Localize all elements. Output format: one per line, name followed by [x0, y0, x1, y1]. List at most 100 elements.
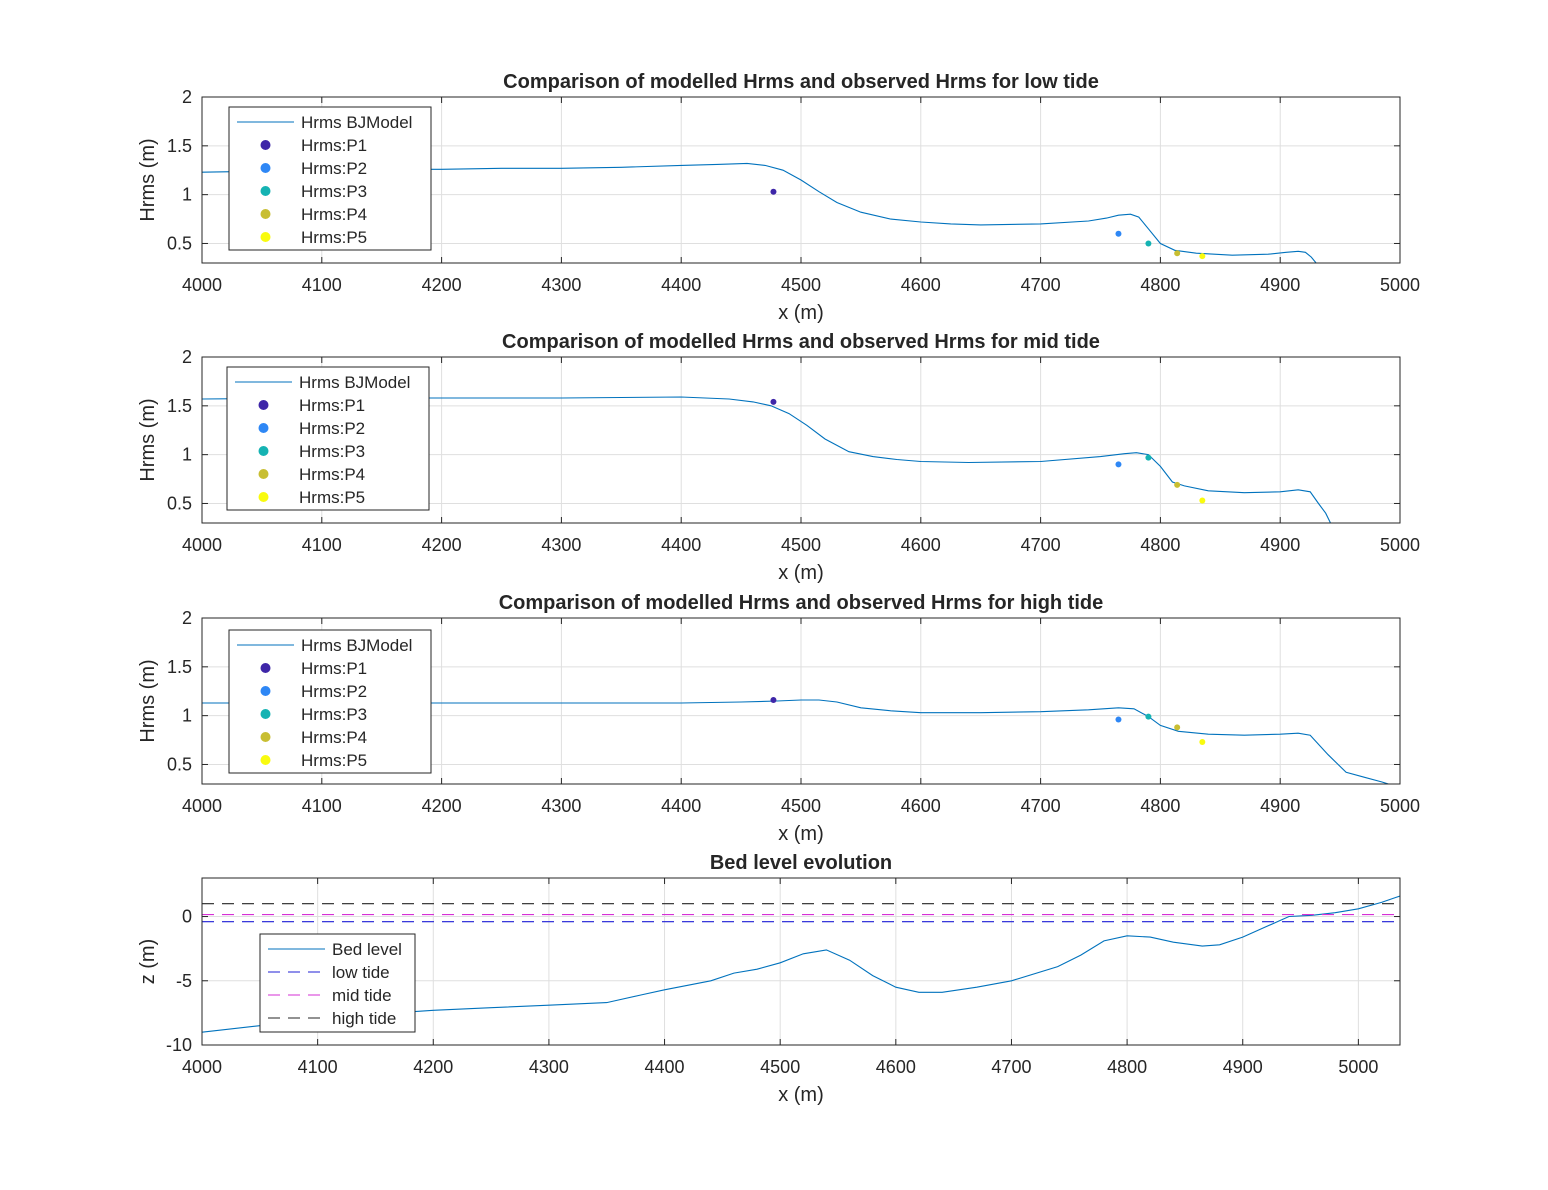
legend-label: Hrms:P3	[301, 182, 367, 201]
x-tick-label: 4700	[991, 1057, 1031, 1077]
legend-label: Hrms:P2	[301, 159, 367, 178]
legend-label: mid tide	[332, 986, 392, 1005]
x-tick-label: 4300	[541, 796, 581, 816]
chart-title: Comparison of modelled Hrms and observed…	[502, 331, 1100, 353]
x-tick-label: 5000	[1380, 796, 1420, 816]
series-line-hrms-bjmodel	[202, 699, 1391, 784]
x-tick-label: 4200	[422, 535, 462, 555]
x-tick-label: 4700	[1021, 535, 1061, 555]
legend-label: Hrms:P5	[299, 488, 365, 507]
x-tick-label: 5000	[1380, 535, 1420, 555]
x-tick-label: 4300	[529, 1057, 569, 1077]
data-point-hrms-p2	[1115, 716, 1122, 723]
legend-marker	[258, 469, 269, 479]
x-tick-label: 4600	[901, 535, 941, 555]
x-axis-label: x (m)	[778, 823, 824, 845]
x-tick-label: 4200	[413, 1057, 453, 1077]
data-point-hrms-p5	[1199, 497, 1206, 504]
x-tick-label: 4400	[661, 535, 701, 555]
x-tick-label: 4600	[876, 1057, 916, 1077]
x-tick-label: 4900	[1260, 796, 1300, 816]
data-point-hrms-p1	[770, 398, 777, 405]
x-tick-label: 4500	[781, 535, 821, 555]
y-axis-label: Hrms (m)	[137, 138, 159, 221]
x-tick-label: 4900	[1223, 1057, 1263, 1077]
legend-marker	[260, 186, 271, 196]
y-tick-label: 1.5	[167, 136, 192, 156]
x-tick-label: 4300	[541, 535, 581, 555]
data-point-hrms-p1	[770, 188, 777, 195]
y-tick-label: 2	[182, 87, 192, 107]
legend-label: Hrms:P4	[299, 465, 365, 484]
panel-low-tide: 4000 4100 4200 4300 4400 4500 4600 4700 4800 4900…	[137, 71, 1420, 324]
legend: Hrms BJModel Hrms:P1 Hrms:P2 Hrms:P3 Hrms:P4…	[228, 629, 432, 774]
legend: Hrms BJModel Hrms:P1 Hrms:P2 Hrms:P3 Hrms:P4…	[226, 366, 430, 511]
legend-label: low tide	[332, 963, 390, 982]
data-layer	[202, 396, 1331, 523]
legend-label: Bed level	[332, 940, 402, 959]
x-tick-label: 4900	[1260, 275, 1300, 295]
legend-label: Hrms:P1	[301, 136, 367, 155]
data-point-hrms-p4	[1174, 724, 1181, 731]
x-tick-label: 4600	[901, 275, 941, 295]
legend-marker	[260, 755, 271, 765]
x-tick-label: 4900	[1260, 535, 1300, 555]
y-tick-label: 2	[182, 347, 192, 367]
x-tick-label: 4200	[422, 275, 462, 295]
x-tick-label: 4400	[645, 1057, 685, 1077]
x-tick-label: 4500	[781, 796, 821, 816]
series-line-hrms-bjmodel	[202, 396, 1331, 523]
x-tick-label: 4000	[182, 275, 222, 295]
x-tick-label: 5000	[1380, 275, 1420, 295]
legend: Bed level low tide mid tide high tide	[259, 933, 416, 1033]
series-line-bed-level	[202, 895, 1400, 1033]
legend-marker	[258, 492, 269, 502]
y-tick-label: 0.5	[167, 493, 192, 513]
x-tick-label: 4400	[661, 275, 701, 295]
legend: Hrms BJModel Hrms:P1 Hrms:P2 Hrms:P3 Hrms:P4…	[228, 106, 432, 251]
legend-label: Hrms BJModel	[299, 373, 410, 392]
y-tick-label: 1.5	[167, 396, 192, 416]
axes-frame	[201, 617, 1401, 785]
legend-marker	[260, 732, 271, 742]
legend-label: Hrms BJModel	[301, 636, 412, 655]
chart-title: Bed level evolution	[710, 852, 892, 874]
x-tick-label: 4100	[302, 275, 342, 295]
panel-mid-tide: 4000 4100 4200 4300 4400 4500 4600 4700 4800 4900…	[137, 331, 1420, 584]
y-tick-label: 2	[182, 608, 192, 628]
data-point-hrms-p5	[1199, 739, 1206, 746]
x-tick-label: 4400	[661, 796, 701, 816]
data-point-hrms-p2	[1115, 461, 1122, 468]
x-tick-label: 5000	[1338, 1057, 1378, 1077]
x-tick-label: 4600	[901, 796, 941, 816]
y-tick-label: 0.5	[167, 754, 192, 774]
x-axis-label: x (m)	[778, 302, 824, 324]
data-layer	[202, 162, 1317, 263]
legend-label: Hrms:P2	[301, 682, 367, 701]
legend-label: Hrms:P1	[299, 396, 365, 415]
chart-title: Comparison of modelled Hrms and observed…	[499, 592, 1104, 614]
legend-marker	[260, 163, 271, 173]
x-axis-label: x (m)	[778, 562, 824, 584]
y-tick-label: -10	[166, 1035, 192, 1055]
x-tick-label: 4100	[302, 535, 342, 555]
legend-marker	[258, 446, 269, 456]
legend-marker	[260, 232, 271, 242]
legend-marker	[260, 663, 271, 673]
y-axis-label: Hrms (m)	[137, 398, 159, 481]
panel-high-tide: 4000 4100 4200 4300 4400 4500 4600 4700 4800 4900…	[137, 592, 1420, 845]
legend-box	[228, 629, 432, 774]
data-layer	[202, 697, 1391, 784]
legend-marker	[258, 423, 269, 433]
x-tick-label: 4000	[182, 1057, 222, 1077]
x-tick-label: 4800	[1140, 796, 1180, 816]
y-tick-label: 1	[182, 445, 192, 465]
y-tick-label: 1	[182, 185, 192, 205]
x-tick-label: 4800	[1107, 1057, 1147, 1077]
legend-label: high tide	[332, 1009, 396, 1028]
legend-marker	[260, 686, 271, 696]
legend-label: Hrms:P5	[301, 751, 367, 770]
legend-box	[259, 933, 416, 1033]
axes-frame	[201, 877, 1401, 1046]
